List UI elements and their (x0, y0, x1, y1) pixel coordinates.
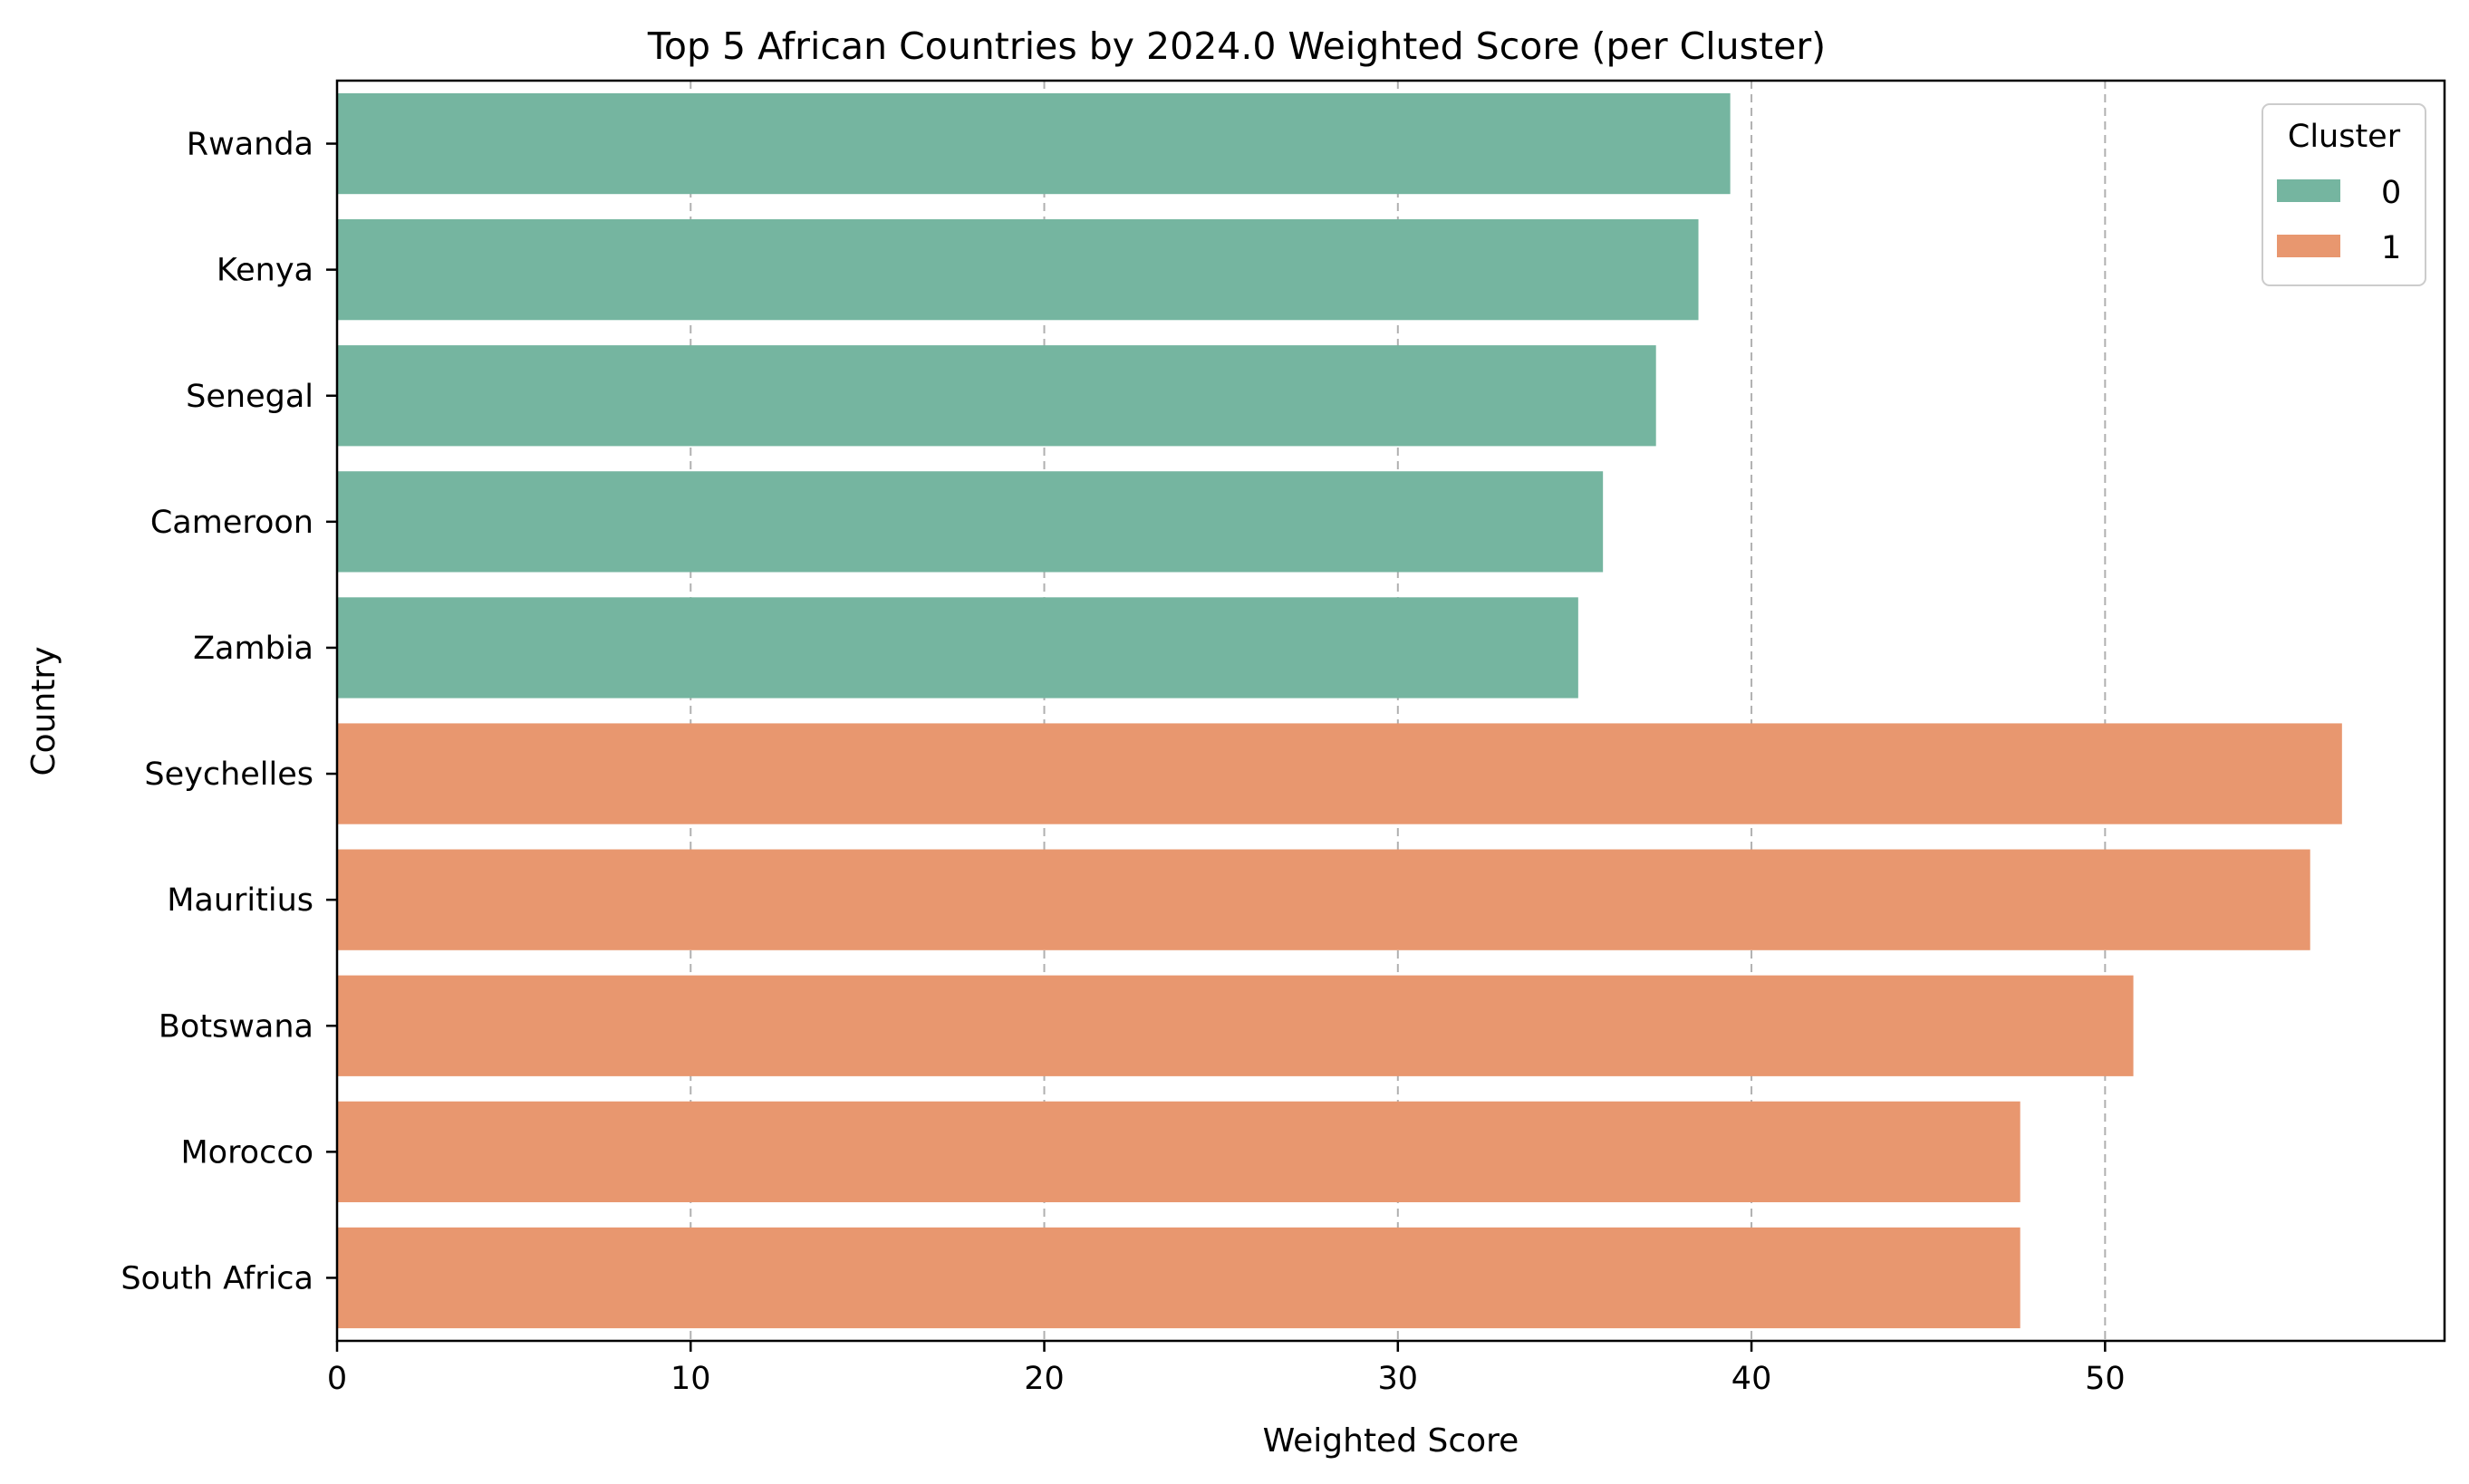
bar-mauritius (337, 849, 2310, 950)
bar-kenya (337, 219, 1699, 321)
y-tick-label-south-africa: South Africa (121, 1260, 313, 1296)
legend-swatch-cluster-1 (2277, 235, 2340, 257)
bar-cameroon (337, 471, 1604, 573)
y-tick-label-botswana: Botswana (159, 1008, 313, 1045)
bar-senegal (337, 345, 1656, 447)
bar-zambia (337, 597, 1578, 699)
x-axis-ticks: 0 10 20 30 40 50 (327, 1341, 2126, 1397)
x-tick-label-40: 40 (1731, 1361, 1772, 1397)
bar-morocco (337, 1101, 2021, 1202)
y-tick-label-zambia: Zambia (193, 631, 313, 667)
y-tick-label-seychelles: Seychelles (144, 756, 313, 793)
x-axis-label: Weighted Score (1263, 1422, 1519, 1460)
y-tick-label-kenya: Kenya (217, 253, 313, 289)
x-tick-label-20: 20 (1024, 1361, 1065, 1397)
bar-south-africa (337, 1227, 2021, 1329)
y-axis-ticks: Rwanda Kenya Senegal Cameroon Zambia Seychell… (121, 127, 337, 1296)
y-tick-label-mauritius: Mauritius (167, 882, 313, 919)
legend: Cluster 0 1 (2262, 103, 2426, 286)
plot-frame (335, 79, 2446, 1343)
y-tick-label-morocco: Morocco (180, 1134, 313, 1171)
bars-layer (337, 92, 2342, 1329)
y-tick-label-senegal: Senegal (186, 379, 313, 415)
x-tick-label-30: 30 (1378, 1361, 1419, 1397)
chart-title: Top 5 African Countries by 2024.0 Weight… (647, 24, 1826, 68)
bar-botswana (337, 975, 2134, 1076)
legend-label-cluster-1: 1 (2381, 230, 2401, 266)
y-tick-label-rwanda: Rwanda (187, 127, 313, 163)
y-tick-label-cameroon: Cameroon (150, 505, 313, 541)
legend-swatch-cluster-0 (2277, 179, 2340, 202)
x-tick-label-0: 0 (327, 1361, 347, 1397)
x-tick-label-10: 10 (670, 1361, 711, 1397)
y-axis-label: Country (25, 646, 63, 776)
bar-rwanda (337, 92, 1731, 195)
legend-title: Cluster (2288, 119, 2401, 155)
bar-seychelles (337, 723, 2342, 824)
legend-label-cluster-0: 0 (2381, 175, 2401, 211)
x-tick-label-50: 50 (2085, 1361, 2126, 1397)
